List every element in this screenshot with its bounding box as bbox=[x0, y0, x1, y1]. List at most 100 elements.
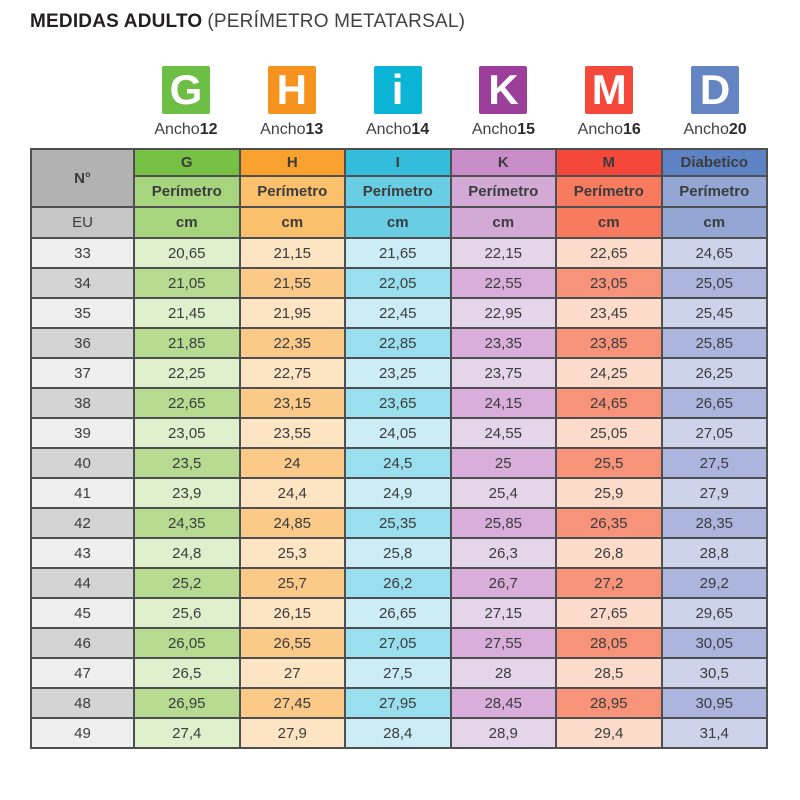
value-cell-diabetico: 25,85 bbox=[660, 327, 768, 359]
value-cell-k: 22,95 bbox=[449, 297, 557, 329]
value-cell-k: 28,45 bbox=[449, 687, 557, 719]
value-cell-k: 22,15 bbox=[449, 237, 557, 269]
value-cell-m: 22,65 bbox=[555, 237, 663, 269]
value-cell-k: 26,3 bbox=[449, 537, 557, 569]
value-cell-m: 25,05 bbox=[555, 417, 663, 449]
value-cell-diabetico: 27,9 bbox=[660, 477, 768, 509]
value-cell-m: 26,35 bbox=[555, 507, 663, 539]
value-cell-i: 23,65 bbox=[344, 387, 452, 419]
value-cell-g: 23,5 bbox=[133, 447, 241, 479]
ancho-label-text: Ancho bbox=[260, 121, 306, 138]
unit-cell-g: cm bbox=[133, 206, 241, 239]
table-row: 49 27,4 27,9 28,4 28,9 29,4 31,4 bbox=[30, 717, 768, 749]
perimetro-header-k: Perímetro bbox=[449, 175, 557, 208]
value-cell-g: 27,4 bbox=[133, 717, 241, 749]
table-row: 40 23,5 24 24,5 25 25,5 27,5 bbox=[30, 447, 768, 479]
value-cell-k: 24,15 bbox=[449, 387, 557, 419]
value-cell-k: 26,7 bbox=[449, 567, 557, 599]
value-cell-h: 24,4 bbox=[238, 477, 346, 509]
value-cell-g: 24,8 bbox=[133, 537, 241, 569]
table-row: 42 24,35 24,85 25,35 25,85 26,35 28,35 bbox=[30, 507, 768, 539]
value-cell-i: 26,2 bbox=[344, 567, 452, 599]
eu-size-cell: 49 bbox=[30, 717, 135, 749]
value-cell-i: 22,85 bbox=[344, 327, 452, 359]
value-cell-g: 23,9 bbox=[133, 477, 241, 509]
value-cell-k: 25,85 bbox=[449, 507, 557, 539]
value-cell-i: 22,05 bbox=[344, 267, 452, 299]
value-cell-g: 26,95 bbox=[133, 687, 241, 719]
value-cell-diabetico: 26,25 bbox=[660, 357, 768, 389]
value-cell-h: 21,55 bbox=[238, 267, 346, 299]
value-cell-g: 23,05 bbox=[133, 417, 241, 449]
value-cell-k: 24,55 bbox=[449, 417, 557, 449]
value-cell-h: 24,85 bbox=[238, 507, 346, 539]
eu-size-cell: 35 bbox=[30, 297, 135, 329]
size-chart-table: N° G H I K M Diabetico Perímetro Perímetro Períme… bbox=[30, 148, 768, 749]
eu-size-cell: 43 bbox=[30, 537, 135, 569]
eu-size-cell: 40 bbox=[30, 447, 135, 479]
value-cell-k: 25 bbox=[449, 447, 557, 479]
value-cell-g: 25,6 bbox=[133, 597, 241, 629]
width-badge-k: K bbox=[479, 66, 528, 114]
ancho-width-number: 13 bbox=[305, 121, 324, 138]
ancho-label-text: Ancho bbox=[471, 121, 518, 138]
badge-column-k: K Ancho15 bbox=[450, 66, 556, 139]
value-cell-diabetico: 31,4 bbox=[660, 717, 768, 749]
eu-size-cell: 34 bbox=[30, 267, 135, 299]
table-row: 44 25,2 25,7 26,2 26,7 27,2 29,2 bbox=[30, 567, 768, 599]
ancho-width-number: 14 bbox=[411, 121, 430, 138]
value-cell-diabetico: 29,65 bbox=[660, 597, 768, 629]
value-cell-i: 21,65 bbox=[344, 237, 452, 269]
value-cell-h: 21,95 bbox=[238, 297, 346, 329]
value-cell-i: 22,45 bbox=[344, 297, 452, 329]
value-cell-h: 26,15 bbox=[238, 597, 346, 629]
table-row: 37 22,25 22,75 23,25 23,75 24,25 26,25 bbox=[30, 357, 768, 389]
value-cell-h: 26,55 bbox=[238, 627, 346, 659]
value-cell-diabetico: 30,95 bbox=[660, 687, 768, 719]
page-title: MEDIDAS ADULTO (PERÍMETRO METATARSAL) bbox=[30, 11, 465, 33]
value-cell-m: 29,4 bbox=[555, 717, 663, 749]
ancho-label-m: Ancho16 bbox=[578, 121, 641, 139]
value-cell-diabetico: 28,8 bbox=[660, 537, 768, 569]
ancho-label-d: Ancho20 bbox=[683, 121, 746, 139]
value-cell-g: 26,05 bbox=[133, 627, 241, 659]
value-cell-diabetico: 24,65 bbox=[660, 237, 768, 269]
value-cell-diabetico: 29,2 bbox=[660, 567, 768, 599]
value-cell-m: 25,9 bbox=[555, 477, 663, 509]
eu-size-cell: 44 bbox=[30, 567, 135, 599]
value-cell-k: 22,55 bbox=[449, 267, 557, 299]
value-cell-m: 25,5 bbox=[555, 447, 663, 479]
width-badge-d: D bbox=[691, 66, 740, 114]
table-body: N° G H I K M Diabetico Perímetro Perímetro Períme… bbox=[30, 148, 768, 749]
value-cell-h: 22,75 bbox=[238, 357, 346, 389]
value-cell-k: 25,4 bbox=[449, 477, 557, 509]
value-cell-k: 23,75 bbox=[449, 357, 557, 389]
table-row: 41 23,9 24,4 24,9 25,4 25,9 27,9 bbox=[30, 477, 768, 509]
value-cell-i: 24,05 bbox=[344, 417, 452, 449]
value-cell-i: 27,05 bbox=[344, 627, 452, 659]
ancho-width-number: 20 bbox=[728, 121, 747, 138]
table-row: 36 21,85 22,35 22,85 23,35 23,85 25,85 bbox=[30, 327, 768, 359]
header-row-units: EU cm cm cm cm cm cm bbox=[30, 206, 768, 239]
corner-cell: N° bbox=[30, 148, 135, 208]
width-badge-i: i bbox=[373, 66, 422, 114]
value-cell-m: 27,2 bbox=[555, 567, 663, 599]
table-row: 43 24,8 25,3 25,8 26,3 26,8 28,8 bbox=[30, 537, 768, 569]
width-badges-row: G Ancho12 H Ancho13 i Ancho14 K Ancho15 M Ancho16… bbox=[30, 66, 768, 139]
value-cell-h: 23,15 bbox=[238, 387, 346, 419]
ancho-label-h: Ancho13 bbox=[260, 121, 323, 139]
col-header-h: H bbox=[238, 148, 346, 177]
eu-size-cell: 38 bbox=[30, 387, 135, 419]
header-row-perimetro: Perímetro Perímetro Perímetro Perímetro Perí… bbox=[31, 175, 768, 208]
value-cell-m: 23,45 bbox=[555, 297, 663, 329]
ancho-width-number: 12 bbox=[199, 121, 218, 138]
ancho-label-k: Ancho15 bbox=[472, 121, 535, 139]
table-row: 39 23,05 23,55 24,05 24,55 25,05 27,05 bbox=[30, 417, 768, 449]
value-cell-diabetico: 25,45 bbox=[660, 297, 768, 329]
table-row: 38 22,65 23,15 23,65 24,15 24,65 26,65 bbox=[30, 387, 768, 419]
table-row: 47 26,5 27 27,5 28 28,5 30,5 bbox=[30, 657, 768, 689]
eu-size-cell: 46 bbox=[30, 627, 135, 659]
eu-header-cell: EU bbox=[30, 206, 135, 239]
perimetro-header-h: Perímetro bbox=[238, 175, 346, 208]
table-row: 46 26,05 26,55 27,05 27,55 28,05 30,05 bbox=[30, 627, 768, 659]
